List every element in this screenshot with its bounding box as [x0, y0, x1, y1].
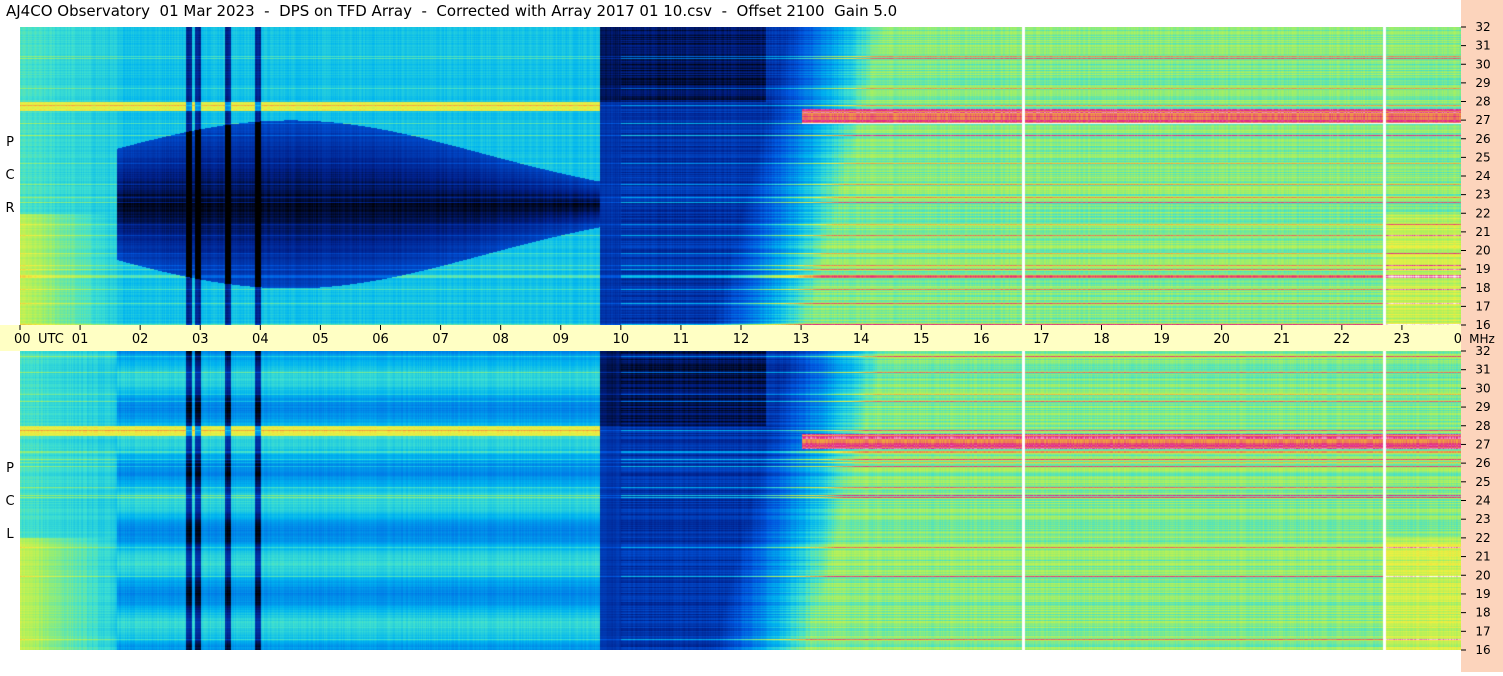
polarization-letter: C: [5, 168, 15, 183]
time-tick-label: 02: [132, 332, 149, 347]
freq-tick-label: 23: [1475, 188, 1490, 202]
time-tick-label: 09: [552, 332, 569, 347]
freq-tick-label: 20: [1475, 568, 1490, 582]
frequency-axis-column: 32 31 30 29 28 27 26 25 24 23 22 21 20 19 18 17 16 32 31 30…: [1461, 0, 1503, 672]
freq-tick-label: 25: [1475, 150, 1490, 164]
time-tick-label: 08: [492, 332, 509, 347]
freq-tick-label: 32: [1475, 20, 1490, 34]
polarization-letter: P: [6, 135, 14, 150]
time-tick-label: 00: [14, 332, 31, 347]
freq-tick-label: 31: [1475, 363, 1490, 377]
time-tick-label: 05: [312, 332, 329, 347]
freq-tick-label: 31: [1475, 39, 1490, 53]
freq-tick-label: 22: [1475, 206, 1490, 220]
time-tick-label: 13: [793, 332, 810, 347]
time-tick-label: 07: [432, 332, 449, 347]
time-tick-label: 18: [1093, 332, 1110, 347]
freq-tick-label: 26: [1475, 132, 1490, 146]
spectrogram-rcp: [20, 27, 1462, 325]
time-tick-label: 19: [1153, 332, 1170, 347]
freq-tick-label: 25: [1475, 475, 1490, 489]
freq-unit-label: MHz: [1469, 332, 1495, 346]
time-tick-label: 23: [1394, 332, 1411, 347]
freq-tick-label: 18: [1475, 281, 1490, 295]
freq-tick-label: 24: [1475, 494, 1490, 508]
freq-tick-label: 26: [1475, 456, 1490, 470]
freq-tick-label: 20: [1475, 244, 1490, 258]
spectrogram-lcp: [20, 351, 1462, 650]
freq-tick-label: 17: [1475, 624, 1490, 638]
time-tick-label: 11: [673, 332, 690, 347]
time-tick-label: 21: [1273, 332, 1290, 347]
polarization-letter: C: [5, 494, 15, 509]
freq-tick-label: 21: [1475, 225, 1490, 239]
polarization-letter: P: [6, 461, 14, 476]
time-tick-label: 06: [372, 332, 389, 347]
time-axis-svg: 00 01 02 03 04 05 06 07 08 09 10 11 12 13 14 15 16 17 18 19…: [14, 325, 1470, 347]
freq-tick-label: 16: [1475, 318, 1490, 332]
freq-tick-label: 28: [1475, 95, 1490, 109]
freq-tick-label: 28: [1475, 419, 1490, 433]
freq-tick-label: 23: [1475, 512, 1490, 526]
freq-tick-label: 24: [1475, 169, 1490, 183]
freq-tick-label: 18: [1475, 606, 1490, 620]
freq-tick-label: 19: [1475, 587, 1490, 601]
time-tick-label: 12: [733, 332, 750, 347]
time-tick-label: 04: [252, 332, 269, 347]
time-unit-label: UTC: [38, 332, 64, 347]
freq-tick-label: 19: [1475, 262, 1490, 276]
polarization-letter: R: [5, 201, 15, 216]
time-tick-label: 10: [613, 332, 630, 347]
freq-tick-label: 27: [1475, 113, 1490, 127]
spectrogram-rcp-canvas: [20, 27, 1462, 325]
time-axis: 00 01 02 03 04 05 06 07 08 09 10 11 12 13 14 15 16 17 18 19…: [0, 325, 1470, 351]
time-tick-label: 03: [192, 332, 209, 347]
time-tick-label: 15: [913, 332, 930, 347]
spectrogram-lcp-canvas: [20, 351, 1462, 650]
time-tick-label: 14: [853, 332, 870, 347]
freq-tick-label: 21: [1475, 550, 1490, 564]
time-tick-label: 20: [1213, 332, 1230, 347]
freq-tick-label: 29: [1475, 76, 1490, 90]
freq-tick-label: 27: [1475, 437, 1490, 451]
time-tick-label: 22: [1334, 332, 1351, 347]
polarization-letter: L: [6, 527, 14, 542]
freq-tick-label: 29: [1475, 400, 1490, 414]
freq-tick-label: 32: [1475, 344, 1490, 358]
freq-tick-label: 30: [1475, 57, 1490, 71]
freq-tick-label: 16: [1475, 643, 1490, 657]
time-tick-label: 01: [72, 332, 89, 347]
chart-title: AJ4CO Observatory 01 Mar 2023 - DPS on T…: [6, 2, 898, 20]
freq-tick-label: 30: [1475, 381, 1490, 395]
time-tick-label: 16: [973, 332, 990, 347]
freq-tick-label: 17: [1475, 299, 1490, 313]
freq-tick-label: 22: [1475, 531, 1490, 545]
frequency-axis-svg: 32 31 30 29 28 27 26 25 24 23 22 21 20 19 18 17 16 32 31 30…: [1461, 20, 1495, 657]
time-tick-label: 17: [1033, 332, 1050, 347]
